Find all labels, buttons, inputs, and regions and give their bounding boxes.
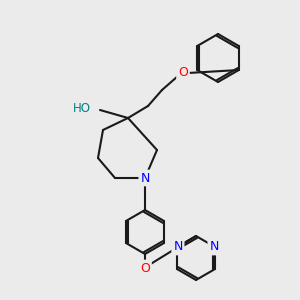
Text: N: N [173, 241, 183, 254]
Text: O: O [178, 67, 188, 80]
Text: N: N [140, 172, 150, 184]
Text: HO: HO [73, 101, 91, 115]
Text: N: N [209, 241, 219, 254]
Text: O: O [140, 262, 150, 275]
